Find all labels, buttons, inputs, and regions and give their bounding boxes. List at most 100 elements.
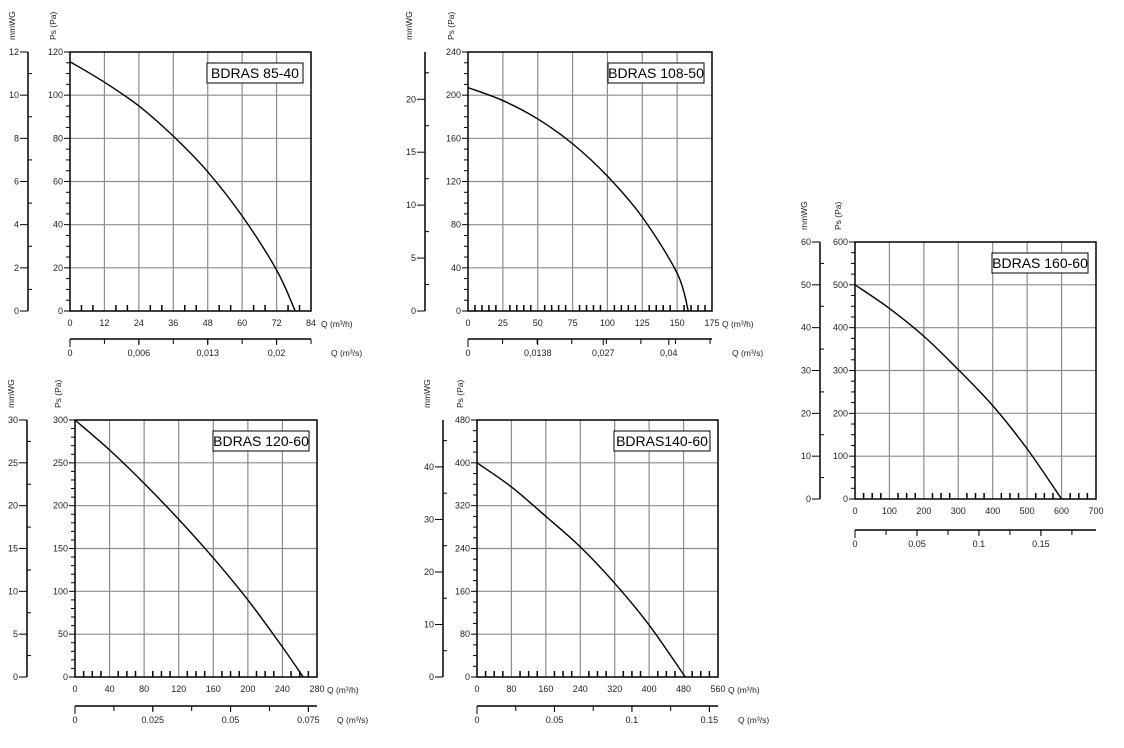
y-tick-label: 100 — [48, 90, 63, 100]
x-tick-label: 240 — [275, 684, 290, 694]
y-tick-label: 250 — [53, 458, 68, 468]
y2-axis-title: mmWG — [422, 379, 432, 408]
model-label-box — [212, 430, 310, 452]
x-tick-label: 160 — [206, 684, 221, 694]
x-tick-label: 560 — [710, 684, 725, 694]
x-tick-label: 80 — [139, 684, 149, 694]
m3s-tick-label: 0.15 — [1032, 539, 1050, 549]
mmwg-tick-label: 20 — [424, 567, 434, 577]
m3s-tick-label: 0,04 — [660, 348, 678, 358]
x-tick-label: 480 — [676, 684, 691, 694]
x-tick-label: 0 — [67, 318, 72, 328]
m3s-tick-label: 0.025 — [142, 715, 165, 725]
model-label-box — [607, 62, 705, 84]
x-tick-label: 24 — [134, 318, 144, 328]
x-tick-label: 300 — [951, 506, 966, 516]
x-tick-label: 80 — [506, 684, 516, 694]
y-axis-title: Ps (Pa) — [48, 11, 58, 40]
y-tick-label: 0 — [843, 494, 848, 504]
m3s-tick-label: 0 — [67, 348, 72, 358]
y-tick-label: 300 — [53, 415, 68, 425]
fan-curve — [476, 462, 686, 678]
mmwg-tick-label: 15 — [8, 544, 18, 554]
x2-axis-title: Q (m³/s) — [738, 715, 769, 725]
y-tick-label: 80 — [451, 220, 461, 230]
y-tick-label: 200 — [833, 408, 848, 418]
y-tick-label: 200 — [446, 90, 461, 100]
x-tick-label: 200 — [916, 506, 931, 516]
y-tick-label: 0 — [465, 672, 470, 682]
mmwg-tick-label: 5 — [13, 629, 18, 639]
x-tick-label: 200 — [240, 684, 255, 694]
x-tick-label: 72 — [272, 318, 282, 328]
x-tick-label: 280 — [309, 684, 324, 694]
y-tick-label: 0 — [456, 306, 461, 316]
y-tick-label: 40 — [451, 263, 461, 273]
m3s-tick-label: 0 — [852, 539, 857, 549]
mmwg-tick-label: 30 — [801, 366, 811, 376]
m3s-tick-label: 0.1 — [626, 715, 639, 725]
y-tick-label: 50 — [58, 629, 68, 639]
m3s-tick-label: 0.075 — [297, 715, 320, 725]
y-tick-label: 80 — [460, 629, 470, 639]
chart-title: BDRAS 120-60 — [213, 433, 309, 449]
mmwg-tick-label: 10 — [424, 619, 434, 629]
plot-frame — [467, 51, 713, 312]
mmwg-tick-label: 20 — [801, 408, 811, 418]
x-tick-label: 400 — [642, 684, 657, 694]
x-tick-label: 0 — [852, 506, 857, 516]
y-tick-label: 400 — [833, 323, 848, 333]
y-tick-label: 300 — [833, 366, 848, 376]
y-tick-label: 60 — [53, 177, 63, 187]
y-tick-label: 160 — [455, 586, 470, 596]
x-tick-label: 0 — [474, 684, 479, 694]
y-tick-label: 100 — [833, 451, 848, 461]
chart-title: BDRAS140-60 — [616, 433, 708, 449]
y-axis-title: Ps (Pa) — [833, 201, 843, 230]
m3s-tick-label: 0,0138 — [524, 348, 552, 358]
x-tick-label: 36 — [168, 318, 178, 328]
y-tick-label: 120 — [446, 177, 461, 187]
y-axis-title: Ps (Pa) — [446, 11, 456, 40]
x-tick-label: 25 — [498, 318, 508, 328]
mmwg-tick-label: 0 — [806, 494, 811, 504]
y-tick-label: 80 — [53, 133, 63, 143]
mmwg-tick-label: 12 — [9, 47, 19, 57]
model-label-box — [206, 62, 304, 84]
m3s-tick-label: 0.05 — [222, 715, 240, 725]
chart-2 — [849, 241, 1097, 500]
chart-title: BDRAS 160-60 — [992, 255, 1088, 271]
fan-curve — [467, 86, 689, 312]
m3s-tick-label: 0,013 — [196, 348, 219, 358]
y-tick-label: 100 — [53, 586, 68, 596]
mmwg-tick-label: 2 — [14, 263, 19, 273]
x-tick-label: 120 — [171, 684, 186, 694]
x-tick-label: 175 — [704, 318, 719, 328]
y-tick-label: 40 — [53, 220, 63, 230]
mmwg-tick-label: 40 — [801, 323, 811, 333]
x-tick-label: 320 — [607, 684, 622, 694]
plot-frame — [476, 419, 719, 678]
x-axis-title: Q (m³/h) — [728, 685, 760, 695]
x-tick-label: 84 — [306, 318, 316, 328]
x2-axis-title: Q (m³/s) — [732, 348, 763, 358]
model-label-box — [991, 252, 1089, 274]
y-tick-label: 160 — [446, 133, 461, 143]
y-tick-label: 320 — [455, 501, 470, 511]
m3s-tick-label: 0,006 — [128, 348, 151, 358]
x-tick-label: 40 — [105, 684, 115, 694]
y-tick-label: 150 — [53, 544, 68, 554]
y-tick-label: 240 — [455, 544, 470, 554]
x-tick-label: 0 — [72, 684, 77, 694]
mmwg-tick-label: 10 — [406, 200, 416, 210]
mmwg-tick-label: 0 — [13, 672, 18, 682]
y2-axis-title: mmWG — [7, 11, 17, 40]
x-tick-label: 700 — [1088, 506, 1103, 516]
m3s-tick-label: 0.15 — [701, 715, 719, 725]
x-tick-label: 60 — [237, 318, 247, 328]
x-tick-label: 600 — [1054, 506, 1069, 516]
x-tick-label: 160 — [538, 684, 553, 694]
mmwg-tick-label: 40 — [424, 462, 434, 472]
m3s-tick-label: 0,027 — [592, 348, 615, 358]
x-tick-label: 100 — [600, 318, 615, 328]
